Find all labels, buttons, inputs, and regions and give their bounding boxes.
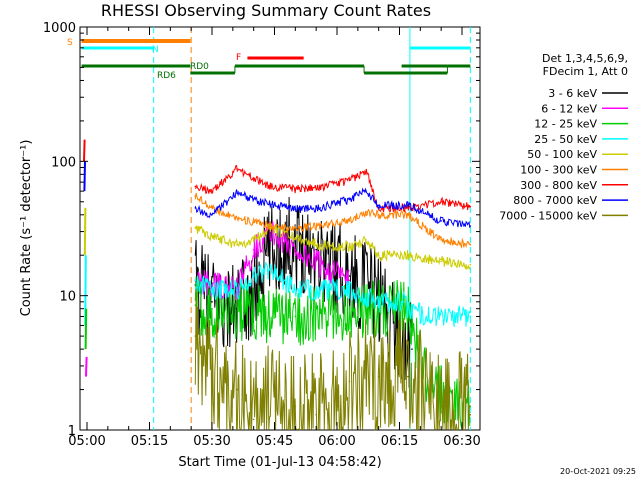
series-line [194,192,471,250]
data-point [469,205,472,208]
data-point [469,315,472,318]
early-spike [84,308,88,350]
y-tick-label: 1 [68,424,76,439]
data-point [194,185,197,188]
legend: Det 1,3,4,5,6,9,FDecim 1, Att 0 3 - 6 keV… [499,52,628,222]
data-point [407,375,409,378]
y-tick-label: 100 [51,155,76,170]
legend-label: 6 - 12 keV [541,102,597,115]
status-bars: S N RD0 RD6 F [67,38,471,81]
y-tick-label: 10 [59,290,76,305]
data-point [469,243,472,246]
status-label-s: S [67,38,73,48]
legend-label: 12 - 25 keV [534,118,597,131]
data-point [440,239,442,241]
data-point [348,279,351,282]
x-tick-label: 05:45 [256,434,293,449]
series-line [194,222,471,271]
early-spike [85,356,88,377]
series-line [194,164,471,213]
legend-header: FDecim 1, Att 0 [543,65,628,78]
series-lines [83,139,472,431]
x-tick-label: 06:15 [381,434,418,449]
series-line [194,288,471,431]
x-tick-label: 06:30 [443,434,480,449]
legend-header: Det 1,3,4,5,6,9, [542,52,628,65]
data-point [411,348,413,350]
status-label-f: F [236,53,241,63]
legend-label: 800 - 7000 keV [513,194,597,207]
legend-label: 50 - 100 keV [527,148,597,161]
legend-label: 7000 - 15000 keV [499,209,597,222]
series-line [194,221,350,301]
y-axis: 1 10 100 1000 [43,21,480,439]
series-line [194,196,412,388]
data-point [348,275,351,277]
x-tick-label: 06:00 [318,434,355,449]
y-tick-label: 1000 [43,21,76,36]
footer-date: 20-Oct-2021 09:25 [560,467,636,476]
x-tick-label: 05:30 [193,434,230,449]
data-point [252,418,255,421]
legend-label: 25 - 50 keV [534,133,597,146]
status-label-n: N [152,45,159,55]
data-point [469,413,472,416]
status-label-rd0: RD0 [190,62,209,72]
data-point [194,279,197,282]
data-point [469,263,472,266]
data-point [252,275,255,277]
legend-label: 3 - 6 keV [548,87,597,100]
series-line [194,262,471,328]
x-axis: 05:00 05:15 05:30 05:45 06:00 06:15 06:30 [68,27,481,449]
data-point [315,248,317,251]
data-point [440,260,442,263]
legend-label: 100 - 300 keV [520,164,597,177]
series-line [194,187,471,228]
data-point [440,220,442,222]
plot-frame [79,26,481,431]
early-spike [83,161,86,192]
x-tick-label: 05:15 [131,434,168,449]
data-point [294,236,297,239]
x-axis-label: Start Time (01-Jul-13 04:58:42) [178,455,381,470]
y-axis-label: Count Rate (s⁻¹ detector⁻¹) [19,140,34,317]
x-tick-label: 05:00 [68,434,105,449]
data-point [319,207,322,209]
legend-label: 300 - 800 keV [520,179,597,192]
data-point [402,301,405,303]
chart-title: RHESSI Observing Summary Count Rates [101,1,431,20]
data-point [211,301,213,303]
early-spike [83,207,87,256]
status-label-rd6: RD6 [157,71,176,81]
early-spike [83,139,86,162]
